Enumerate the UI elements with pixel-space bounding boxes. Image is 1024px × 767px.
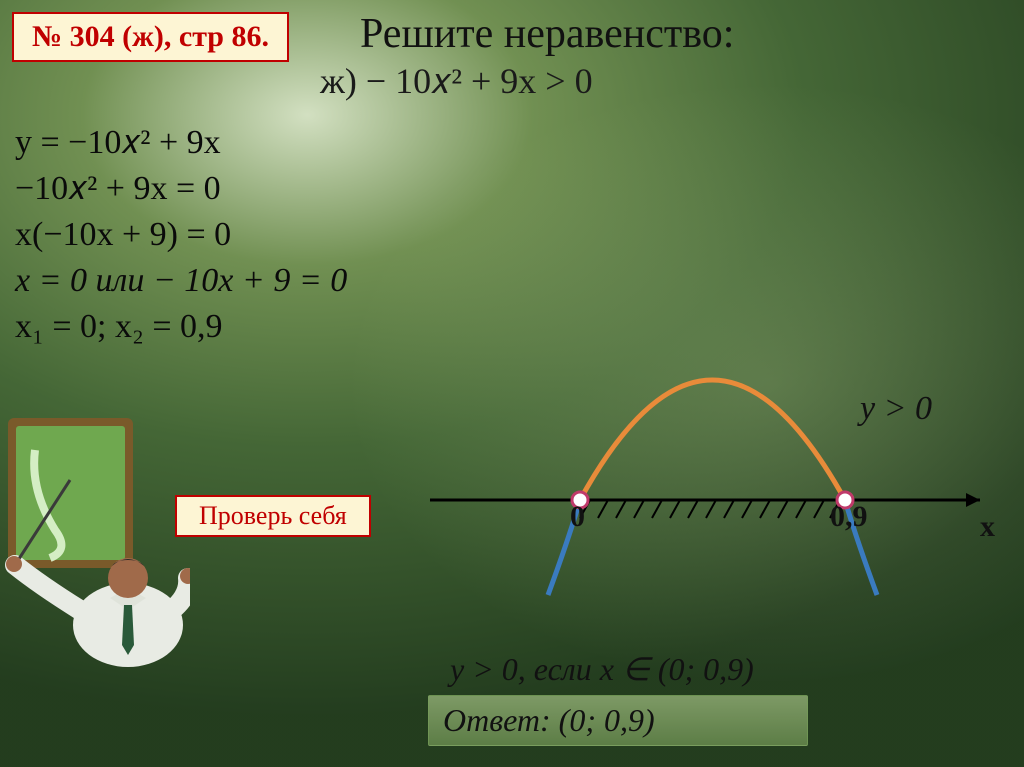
answer-box: Ответ: (0; 0,9) [428,695,808,746]
page-title: Решите неравенство: [360,10,734,58]
work-line-4: x = 0 или − 10x + 9 = 0 [15,258,347,304]
axis-label-root2: 0,9 [830,500,868,534]
answer-label: Ответ: [443,702,551,738]
work-line-3: x(−10x + 9) = 0 [15,212,347,258]
graph-annotation: y > 0 [860,390,932,428]
work-line-2: −10𝑥² + 9x = 0 [15,166,347,212]
teacher-illustration [0,410,190,670]
work-line-1: y = −10𝑥² + 9x [15,120,347,166]
answer-value: (0; 0,9) [559,702,655,738]
problem-statement: ж) − 10𝑥² + 9x > 0 [320,60,593,103]
conclusion-text: y > 0, если x ∈ (0; 0,9) [450,650,754,688]
axis-label-root1: 0 [570,500,585,534]
check-text: Проверь себя [199,501,347,530]
badge-text: № 304 (ж), стр 86. [32,20,269,53]
work-line-5: x₁ = 0; x₂ = 0,9 [15,304,347,350]
number-line-parabola [430,340,990,620]
axis-label-x: x [980,510,995,544]
check-yourself-box: Проверь себя [175,495,371,537]
solution-steps: y = −10𝑥² + 9x −10𝑥² + 9x = 0 x(−10x + 9… [15,120,347,349]
problem-number-badge: № 304 (ж), стр 86. [12,12,289,62]
